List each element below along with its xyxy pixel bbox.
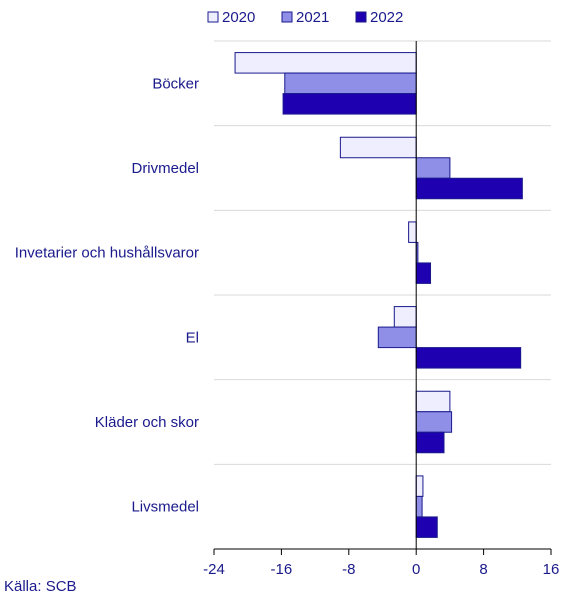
x-tick-label: -24 — [203, 561, 225, 578]
legend-label-2021: 2021 — [296, 9, 329, 26]
bar-2022-0 — [282, 93, 417, 115]
legend-swatch-2020 — [207, 11, 219, 23]
bar-2020-4 — [415, 390, 451, 413]
legend-swatch-2021 — [281, 11, 293, 23]
bar-2021-1 — [415, 157, 451, 179]
bar-2022-2 — [415, 262, 432, 284]
bar-2021-4 — [415, 411, 453, 433]
x-tick-label: 16 — [543, 561, 560, 578]
x-tick-label: 0 — [412, 561, 420, 578]
category-label: Drivmedel — [131, 160, 199, 177]
category-label: Invetarier och hushållsvaror — [15, 245, 199, 262]
bar-2020-2 — [408, 221, 417, 243]
bar-2021-5 — [415, 495, 423, 518]
bar-2022-5 — [415, 516, 438, 538]
bar-2021-0 — [284, 72, 417, 95]
category-label: Livsmedel — [131, 499, 199, 516]
legend-swatch-2022 — [355, 11, 367, 23]
bar-2021-3 — [377, 326, 417, 349]
x-tick-label: -8 — [342, 561, 355, 578]
legend-label-2020: 2020 — [222, 9, 255, 26]
bar-2022-1 — [415, 177, 523, 200]
category-label: El — [186, 329, 199, 346]
bar-2022-4 — [415, 431, 445, 454]
x-tick-label: -16 — [271, 561, 293, 578]
bar-2022-3 — [415, 347, 522, 369]
category-label: Böcker — [152, 75, 199, 92]
bar-2020-3 — [393, 306, 417, 328]
bar-2020-5 — [415, 475, 424, 497]
legend-label-2022: 2022 — [370, 9, 403, 26]
bar-2020-1 — [339, 136, 417, 159]
category-label: Kläder och skor — [95, 414, 199, 431]
x-tick-label: 8 — [479, 561, 487, 578]
bar-2020-0 — [234, 52, 417, 74]
source-note: Källa: SCB — [4, 578, 77, 595]
